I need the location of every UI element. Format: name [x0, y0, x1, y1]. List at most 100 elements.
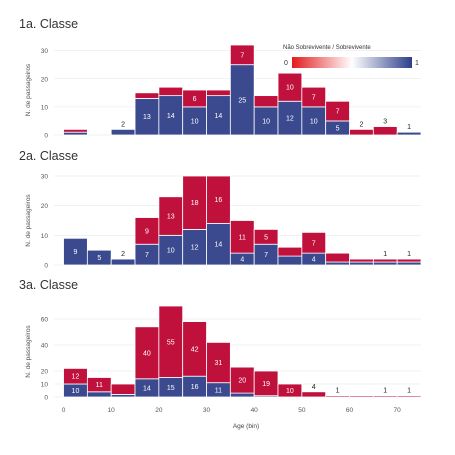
- bar-label-not-survived: 6: [193, 96, 197, 103]
- color-legend: Não Sobrevivente / Sobrevivente 0 1: [283, 45, 419, 68]
- bar-label-not-survived: 19: [262, 381, 270, 388]
- bar-label-not-survived: 10: [286, 85, 294, 92]
- bar-survived: [277, 255, 303, 266]
- bar-label-survived: 2: [121, 251, 125, 258]
- bar-not-survived: [349, 395, 374, 398]
- bar-label-not-survived: 5: [264, 234, 268, 241]
- bar-not-survived: [253, 95, 279, 108]
- x-tick-label: 20: [155, 407, 163, 414]
- bar-label-survived: 10: [262, 118, 270, 125]
- legend-title: Não Sobrevivente / Sobrevivente: [283, 45, 371, 51]
- bar-label-not-survived: 7: [336, 109, 340, 116]
- y-axis-label: N. de passageiros: [25, 194, 32, 247]
- bar-not-survived: [372, 395, 398, 398]
- legend-gradient-bar: [292, 57, 412, 68]
- bar-label-not-survived: 10: [286, 388, 294, 395]
- y-tick-label: 30: [41, 174, 49, 181]
- bar-label-survived: 10: [310, 118, 318, 125]
- panel-title: 1a. Classe: [19, 17, 78, 31]
- bar-label-survived: 2: [121, 121, 125, 128]
- bar-label-not-survived: 1: [407, 251, 411, 258]
- bar-not-survived: [253, 370, 279, 397]
- bar-label-survived: 9: [73, 249, 77, 256]
- y-tick-label: 20: [41, 203, 49, 210]
- bar-label-not-survived: 31: [215, 360, 223, 367]
- bar-label-survived: 5: [336, 125, 340, 132]
- bar-survived: [86, 249, 112, 266]
- y-tick-label: 10: [41, 233, 49, 240]
- bar-survived: [86, 391, 112, 398]
- bar-label-not-survived: 7: [240, 52, 244, 59]
- bar-label-survived: 12: [286, 116, 294, 123]
- bar-survived: [372, 261, 398, 266]
- x-tick-label: 30: [203, 407, 211, 414]
- bar-not-survived: [206, 175, 231, 224]
- x-tick-label: 50: [298, 407, 306, 414]
- bar-not-survived: [349, 258, 374, 263]
- bar-label-survived: 4: [240, 257, 244, 264]
- bar-label-survived: 7: [145, 252, 149, 259]
- bar-label-not-survived: 40: [143, 350, 151, 357]
- bar-not-survived: [325, 395, 350, 398]
- bar-label-not-survived: 3: [383, 119, 387, 126]
- bar-survived: [229, 392, 255, 398]
- bar-label-not-survived: 1: [407, 388, 411, 395]
- bar-label-survived: 10: [72, 388, 80, 395]
- x-tick-label: 0: [62, 407, 66, 414]
- bar-label-survived: 5: [97, 255, 101, 262]
- bar-not-survived: [63, 128, 88, 133]
- bar-label-survived: 10: [191, 118, 199, 125]
- bar-label-survived: 10: [167, 248, 175, 255]
- bar-not-survived: [110, 383, 136, 395]
- y-tick-label: 0: [44, 263, 48, 270]
- bar-not-survived: [301, 231, 327, 254]
- bar-not-survived: [277, 383, 303, 398]
- y-tick-label: 10: [41, 104, 49, 111]
- bar-not-survived: [301, 86, 327, 108]
- bar-not-survived: [396, 258, 422, 263]
- bar-not-survived: [206, 89, 231, 97]
- x-axis: 0 10 20 30 40 50 60 70: [62, 407, 401, 414]
- x-tick-label: 10: [108, 407, 116, 414]
- bar-label-survived: 15: [167, 385, 175, 392]
- bar-label-survived: 7: [264, 252, 268, 259]
- bar-label-not-survived: 12: [72, 374, 80, 381]
- bar-survived: [63, 131, 88, 136]
- bar-label-survived: 13: [143, 114, 151, 121]
- bar-label-not-survived: 13: [167, 214, 175, 221]
- bar-not-survived: [325, 100, 350, 122]
- bar-not-survived: [229, 44, 255, 66]
- bar-label-survived: 1: [407, 124, 411, 131]
- bar-label-survived: 16: [191, 384, 199, 391]
- y-tick-label: 0: [44, 395, 48, 402]
- bar-label-not-survived: 1: [383, 251, 387, 258]
- bar-not-survived: [301, 391, 327, 398]
- x-tick-label: 70: [394, 407, 402, 414]
- y-axis-label: N. de passageiros: [25, 325, 32, 378]
- bar-survived: [349, 261, 374, 266]
- bar-label-survived: 11: [215, 387, 222, 394]
- bar-not-survived: [372, 258, 398, 263]
- bar-not-survived: [277, 246, 303, 257]
- bar-label-survived: 25: [238, 97, 246, 104]
- bar-label-not-survived: 11: [239, 234, 246, 241]
- bar-not-survived: [63, 367, 88, 385]
- bar-label-survived: 14: [215, 242, 223, 249]
- bar-label-not-survived: 1: [383, 388, 387, 395]
- bar-survived: [110, 258, 136, 266]
- legend-min-label: 0: [284, 60, 288, 67]
- panel-2: 2a. Classe 0 10 20 30 N. de passageiros 9 5 2 7 9 1…: [19, 149, 422, 270]
- y-tick-label: 60: [41, 317, 49, 324]
- y-tick-label: 30: [41, 48, 49, 55]
- bar-survived: [396, 261, 422, 266]
- bar-label-not-survived: 11: [96, 382, 103, 389]
- bar-label-not-survived: 2: [359, 121, 363, 128]
- bar-label-not-survived: 1: [336, 388, 340, 395]
- y-tick-label: 20: [41, 76, 49, 83]
- panel-title: 2a. Classe: [19, 149, 78, 163]
- bar-not-survived: [325, 252, 350, 263]
